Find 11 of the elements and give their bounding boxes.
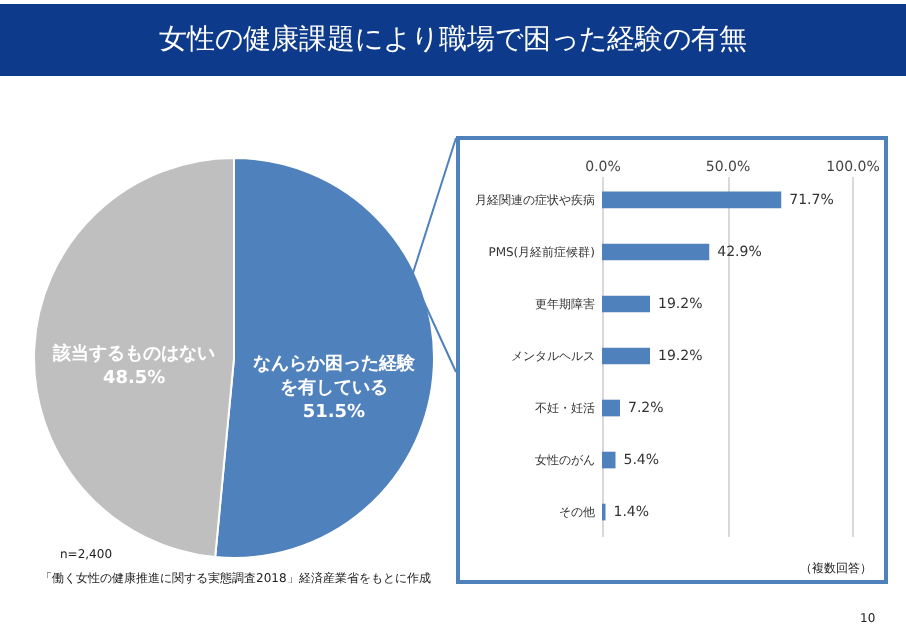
bar — [602, 399, 620, 417]
data-label: 48.5% — [102, 369, 166, 390]
bar — [602, 191, 782, 209]
bar — [602, 295, 650, 313]
data-label: 51.5% — [302, 402, 366, 423]
slice-label: 該当するものはない — [51, 343, 216, 366]
bar — [602, 347, 650, 365]
chart-title: 女性の健康課題により職場で困った経験の有無 — [0, 4, 906, 76]
bar — [602, 451, 616, 469]
bar — [602, 243, 710, 261]
slice-label: なんらか困った経験を有している — [252, 352, 417, 399]
